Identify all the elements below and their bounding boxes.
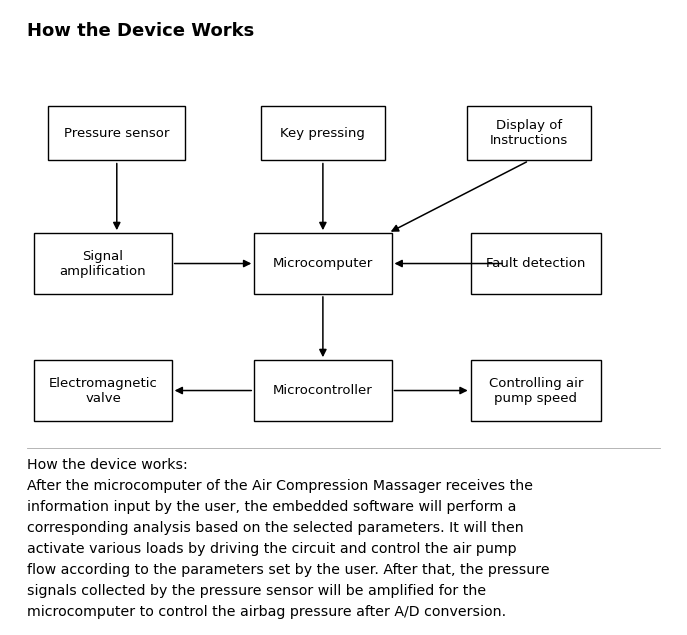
Bar [467, 106, 591, 160]
Text: Electromagnetic
valve: Electromagnetic valve [49, 377, 157, 404]
Text: activate various loads by driving the circuit and control the air pump: activate various loads by driving the ci… [27, 542, 517, 556]
Text: Signal
amplification: Signal amplification [60, 250, 146, 277]
Bar [48, 106, 185, 160]
Text: After the microcomputer of the Air Compression Massager receives the: After the microcomputer of the Air Compr… [27, 479, 534, 493]
Bar [34, 234, 172, 293]
Text: How the Device Works: How the Device Works [27, 22, 255, 40]
Text: flow according to the parameters set by the user. After that, the pressure: flow according to the parameters set by … [27, 563, 550, 577]
Bar [254, 234, 392, 293]
Text: How the device works:: How the device works: [27, 458, 188, 472]
Text: signals collected by the pressure sensor will be amplified for the: signals collected by the pressure sensor… [27, 584, 486, 598]
Text: Display of
Instructions: Display of Instructions [490, 119, 568, 147]
Text: Microcomputer: Microcomputer [273, 257, 373, 270]
Text: Key pressing: Key pressing [280, 127, 365, 140]
Bar [34, 361, 172, 420]
Text: microcomputer to control the airbag pressure after A/D conversion.: microcomputer to control the airbag pres… [27, 605, 506, 619]
Bar [261, 106, 385, 160]
Bar [471, 234, 601, 293]
Bar [471, 361, 601, 420]
Text: Microcontroller: Microcontroller [273, 384, 373, 397]
Text: information input by the user, the embedded software will perform a: information input by the user, the embed… [27, 500, 517, 514]
Text: corresponding analysis based on the selected parameters. It will then: corresponding analysis based on the sele… [27, 521, 524, 535]
Text: Pressure sensor: Pressure sensor [64, 127, 170, 140]
Text: Controlling air
pump speed: Controlling air pump speed [488, 377, 583, 404]
Bar [254, 361, 392, 420]
Text: Fault detection: Fault detection [486, 257, 585, 270]
